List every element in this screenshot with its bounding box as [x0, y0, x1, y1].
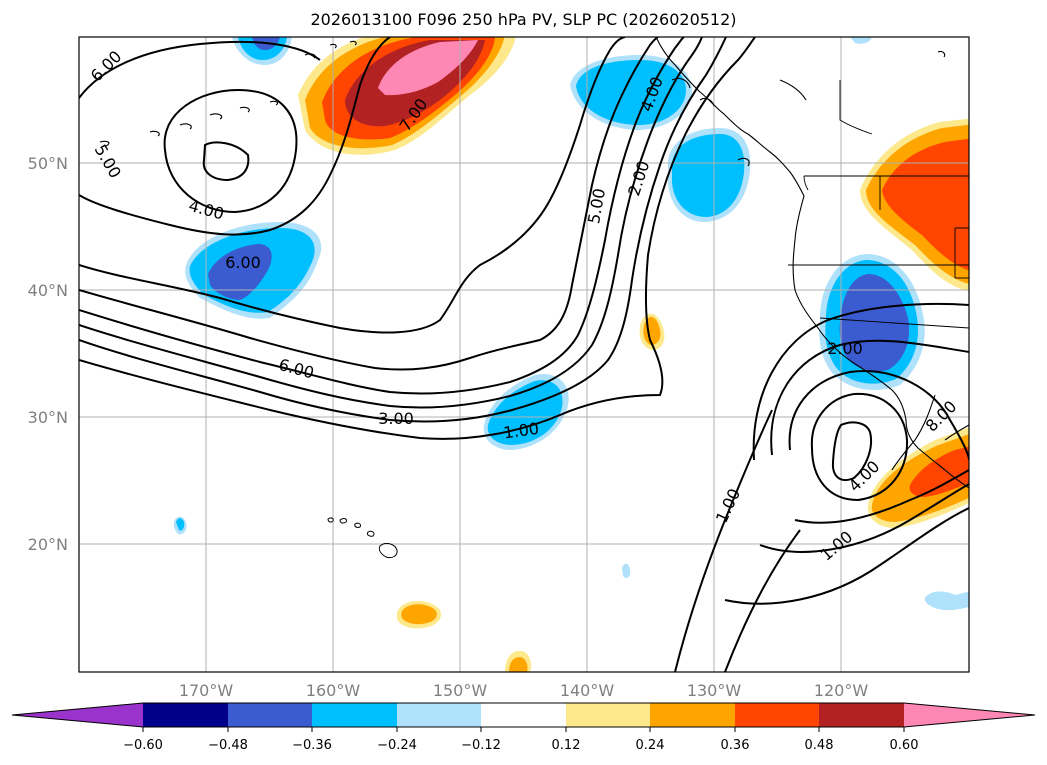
pv-positive-blob	[401, 604, 437, 625]
colorbar-tick: −0.36	[292, 738, 332, 753]
pv-positive-blob-se	[909, 446, 969, 497]
pv-negative-blob	[622, 563, 631, 578]
colorbar-tick: −0.12	[461, 738, 501, 753]
slp-contours	[79, 37, 969, 672]
pv-negative-blob	[487, 380, 563, 445]
pv-negative-blob	[850, 37, 872, 44]
colorbar-tick: −0.60	[123, 738, 163, 753]
colorbar-bin	[397, 703, 481, 727]
colorbar-bin	[481, 703, 566, 727]
pv-negative-blob	[672, 134, 745, 217]
lon-labels: 170°W 160°W 150°W 140°W 130°W 120°W	[179, 681, 869, 700]
contour-label: 2.00	[827, 339, 863, 358]
lat-label: 50°N	[28, 154, 68, 173]
gridlines	[79, 37, 969, 672]
colorbar: −0.60 −0.48 −0.36 −0.24 −0.12 0.12 0.24 …	[11, 702, 1036, 753]
colorbar-tick: 0.36	[721, 738, 750, 753]
colorbar-tick: 0.60	[890, 738, 919, 753]
colorbar-tick: 0.12	[552, 738, 581, 753]
lat-labels: 50°N 40°N 30°N 20°N	[28, 154, 68, 554]
colorbar-bin	[143, 703, 228, 727]
lon-label: 140°W	[560, 681, 615, 700]
lon-label: 150°W	[433, 681, 488, 700]
colorbar-extend-high	[904, 703, 1035, 727]
lon-label: 170°W	[179, 681, 234, 700]
lon-label: 120°W	[814, 681, 869, 700]
lon-label: 160°W	[306, 681, 361, 700]
colorbar-bin	[228, 703, 312, 727]
contour-label: 1.00	[502, 419, 540, 443]
colorbar-tick: −0.48	[208, 738, 248, 753]
lat-label: 30°N	[28, 408, 68, 427]
colorbar-bin	[312, 703, 397, 727]
pv-negative-blob	[839, 274, 910, 372]
colorbar-bin	[819, 703, 904, 727]
map-frame	[78, 36, 970, 673]
colorbar-extend-low	[12, 703, 143, 727]
state-borders	[788, 80, 969, 329]
map-area: 6.00 5.00 4.00 6.00 7.00 4.00 2.00 5.00 …	[79, 37, 969, 672]
hawaii-islands	[327, 517, 398, 559]
colorbar-tick: 0.24	[636, 738, 665, 753]
pv-negative-blob	[924, 591, 969, 611]
lon-label: 130°W	[687, 681, 742, 700]
colorbar-tick: 0.48	[805, 738, 834, 753]
pv-positive-blob-nw	[378, 40, 478, 96]
colorbar-tick: −0.24	[377, 738, 417, 753]
contour-label: 6.00	[225, 253, 261, 272]
pv-shading	[173, 37, 969, 672]
pv-positive-blob-ne	[882, 138, 969, 271]
pv-positive-blob	[509, 657, 528, 672]
colorbar-bin	[735, 703, 819, 727]
pv-negative-blob	[208, 244, 272, 300]
pv-negative-blob	[176, 518, 185, 531]
plot-title: 2026013100 F096 250 hPa PV, SLP PC (2026…	[310, 10, 737, 29]
contour-label: 3.00	[378, 409, 414, 428]
lat-label: 20°N	[28, 535, 68, 554]
lat-label: 40°N	[28, 281, 68, 300]
colorbar-bin	[566, 703, 650, 727]
colorbar-bin	[650, 703, 735, 727]
